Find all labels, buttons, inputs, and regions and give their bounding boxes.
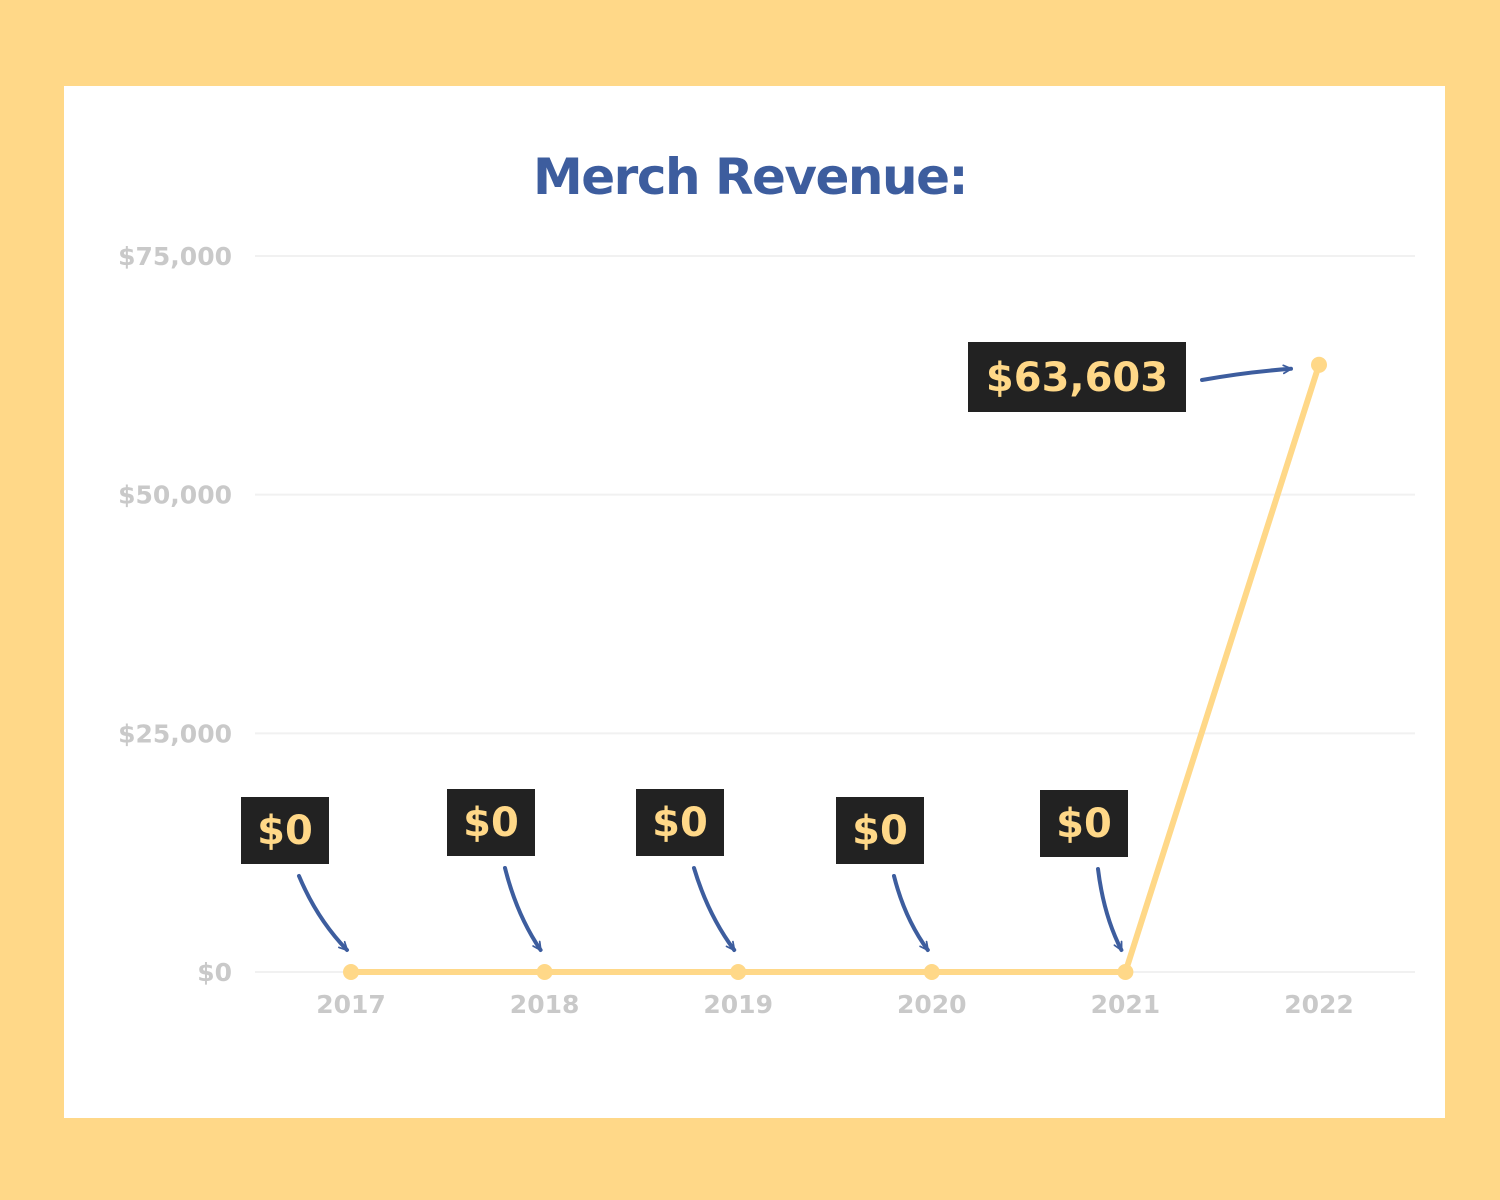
- annotation-arrow: [692, 866, 737, 952]
- x-tick-label: 2021: [1091, 990, 1161, 1019]
- data-point: [343, 964, 359, 980]
- annotation-arrow: [297, 874, 349, 952]
- chart-title: Merch Revenue:: [533, 148, 968, 206]
- data-label: $0: [852, 808, 908, 854]
- x-tick-label: 2017: [316, 990, 386, 1019]
- data-point: [730, 964, 747, 980]
- chart-card: [64, 86, 1445, 1118]
- data-label-box: [968, 342, 1186, 412]
- data-label: $63,603: [986, 355, 1168, 401]
- x-tick-label: 2022: [1284, 990, 1354, 1019]
- annotation-arrow: [1200, 364, 1293, 382]
- data-label: $0: [652, 800, 708, 846]
- data-label-box: [836, 797, 924, 864]
- data-point: [536, 964, 553, 980]
- data-point: [1311, 356, 1327, 373]
- y-axis: $0 $25,000 $50,000 $75,000: [118, 242, 232, 987]
- data-label-box: [241, 797, 329, 864]
- x-tick-label: 2018: [510, 990, 580, 1019]
- annotation-arrow: [892, 874, 930, 952]
- data-labels: $0 $0 $0 $0 $0 $63,603: [241, 342, 1293, 952]
- data-label-box: [636, 789, 724, 856]
- series-line: [348, 361, 1322, 975]
- y-tick-label: $0: [197, 958, 232, 987]
- y-tick-label: $25,000: [118, 719, 232, 748]
- data-label: $0: [257, 808, 313, 854]
- x-tick-label: 2020: [897, 990, 967, 1019]
- data-label-box: [1040, 790, 1128, 857]
- y-tick-label: $50,000: [118, 481, 232, 510]
- data-point: [1117, 964, 1134, 980]
- x-tick-label: 2019: [703, 990, 773, 1019]
- series-merch-revenue: [343, 356, 1327, 980]
- annotation-arrow: [1096, 867, 1124, 952]
- data-point: [923, 964, 940, 980]
- data-label: $0: [463, 800, 519, 846]
- annotation-arrow: [503, 866, 543, 952]
- x-axis: 2017 2018 2019 2020 2021 2022: [316, 990, 1354, 1019]
- y-tick-label: $75,000: [118, 242, 232, 271]
- data-label: $0: [1056, 801, 1112, 847]
- data-label-box: [447, 789, 535, 856]
